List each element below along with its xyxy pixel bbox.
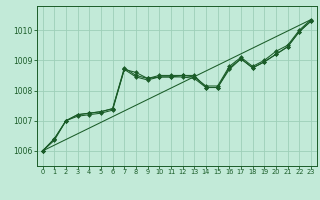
Text: Graphe pression niveau de la mer (hPa): Graphe pression niveau de la mer (hPa) — [43, 184, 277, 194]
